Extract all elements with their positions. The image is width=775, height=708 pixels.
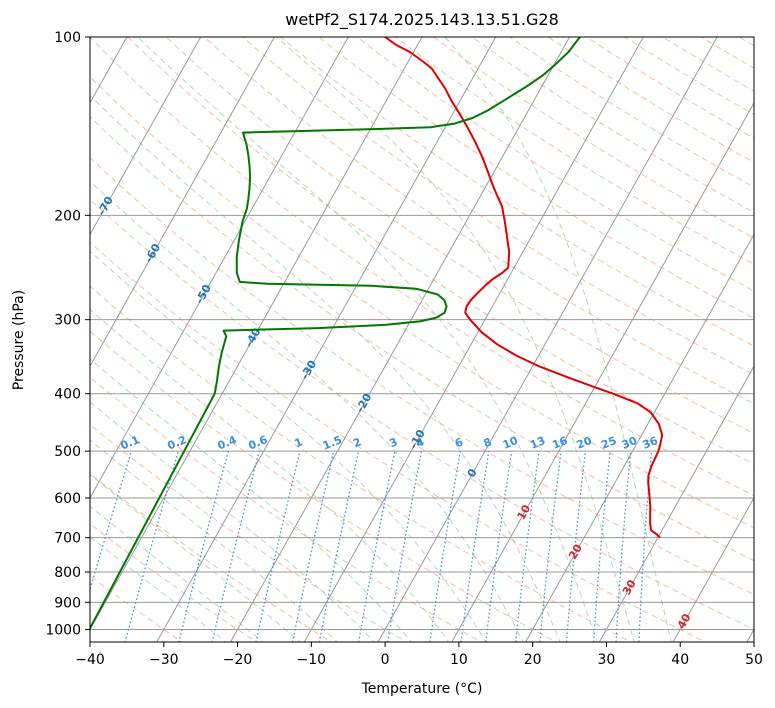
- dry-adiabat: [318, 37, 754, 319]
- mixing-ratio-line: [90, 450, 133, 592]
- x-tick-label: −20: [223, 652, 253, 668]
- mixing-ratio-label: 1: [293, 435, 305, 450]
- mixing-ratio-label: 3: [387, 435, 399, 450]
- dry-adiabat: [90, 76, 754, 529]
- mixing-ratio-label: 8: [482, 435, 494, 450]
- x-tick-label: 40: [671, 652, 689, 668]
- x-tick-label: 0: [381, 652, 390, 668]
- temperature-profile-line: [384, 37, 664, 539]
- mixing-ratio-line: [515, 450, 540, 642]
- moist-adiabat: [90, 358, 413, 642]
- mixing-ratio-label: 13: [528, 434, 547, 452]
- moist-adiabat: [90, 505, 264, 642]
- dry-adiabat: [90, 116, 754, 562]
- axis-ticks: −40 −30 −20 −10 0 10 20 30 40 50 100 200 300 400 500 60…: [45, 30, 763, 668]
- mixing-ratio-label: 10: [501, 434, 520, 452]
- y-tick-label: 600: [54, 491, 81, 507]
- y-tick-label: 400: [54, 387, 81, 403]
- y-tick-label: 100: [54, 30, 81, 46]
- dry-adiabat: [356, 37, 754, 292]
- moist-adiabat: [90, 401, 376, 642]
- mixing-ratio-line: [485, 450, 513, 642]
- x-tick-label: 30: [598, 652, 616, 668]
- mixing-ratio-label: 25: [599, 434, 618, 452]
- mixing-ratio-line: [358, 450, 396, 642]
- isotherm-line: [90, 37, 349, 499]
- mixing-ratio-line: [638, 451, 653, 642]
- x-tick-label: −10: [297, 652, 327, 668]
- mixing-ratio-label: 16: [550, 434, 569, 452]
- mixing-ratio-line: [565, 451, 587, 642]
- y-axis-title: Pressure (hPa): [11, 290, 27, 390]
- y-tick-label: 300: [54, 313, 81, 329]
- isotherm-line: [156, 37, 497, 642]
- mixing-ratio-line: [178, 450, 230, 642]
- isotherm-line: [598, 365, 754, 642]
- x-tick-label: 20: [524, 652, 542, 668]
- moist-adiabat: [90, 439, 338, 642]
- y-tick-label: 500: [54, 444, 81, 460]
- mixing-ratio-line: [291, 450, 335, 642]
- x-tick-label: −40: [75, 652, 105, 668]
- dry-adiabat: [90, 37, 754, 497]
- mixing-ratio-line: [318, 450, 360, 642]
- y-tick-label: 800: [54, 565, 81, 581]
- isotherm-line: [672, 496, 754, 642]
- x-tick-label: −30: [149, 652, 179, 668]
- mixing-ratio-line: [255, 450, 301, 642]
- x-tick-label: 10: [450, 652, 468, 668]
- dry-adiabat: [203, 37, 754, 405]
- y-tick-label: 900: [54, 595, 81, 611]
- isotherm-line: [451, 101, 754, 642]
- x-axis-title: Temperature (°C): [361, 681, 483, 697]
- isotherm-line: [229, 37, 571, 642]
- mixing-ratio-line: [615, 451, 632, 642]
- moist-adiabat: [90, 180, 524, 642]
- mixing-ratio-line: [539, 451, 562, 642]
- isotherm-line: [303, 37, 644, 642]
- dry-adiabat: [90, 472, 333, 642]
- plot-frame: [89, 36, 755, 643]
- mixing-ratio-label: 30: [620, 434, 639, 452]
- dry-adiabat: [90, 330, 558, 642]
- mixing-ratio-line: [460, 450, 490, 642]
- dewpoint-profile-line: [90, 37, 581, 631]
- isotherm-line: [90, 37, 276, 368]
- isotherm-line: [90, 37, 423, 631]
- x-tick-label: 50: [745, 652, 763, 668]
- y-tick-label: 1000: [45, 622, 81, 638]
- y-tick-label: 700: [54, 531, 81, 547]
- isotherm-line: [525, 233, 754, 642]
- moist-adiabat: [90, 473, 301, 642]
- moist-adiabat: [90, 536, 227, 642]
- mixing-ratio-line: [592, 451, 611, 642]
- mixing-ratio-line: [386, 450, 423, 642]
- mixing-ratio-line: [211, 450, 260, 642]
- mixing-ratio-label: 36: [641, 434, 660, 452]
- mixing-ratio-line: [429, 450, 461, 642]
- mixing-ratio-label: 20: [575, 434, 594, 452]
- chart-title: wetPf2_S174.2025.143.13.51.G28: [285, 10, 559, 30]
- y-tick-label: 200: [54, 208, 81, 224]
- isotherm-line: [377, 37, 718, 642]
- moist-adiabat: [90, 250, 487, 642]
- isotherm-line: [90, 37, 202, 236]
- mixing-ratio-line: [124, 450, 179, 642]
- mixing-ratio-label: 2: [351, 435, 363, 450]
